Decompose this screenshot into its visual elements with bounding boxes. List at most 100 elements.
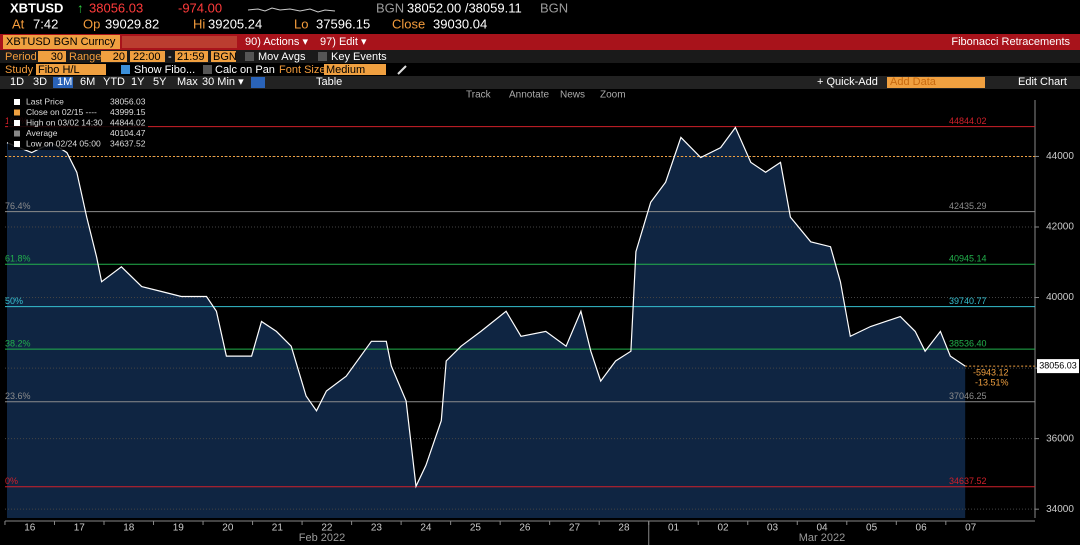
fib-value: 37046.25 xyxy=(949,391,987,401)
range-button[interactable]: 3D xyxy=(33,76,47,88)
last-price-label: 38056.03 xyxy=(1039,360,1077,370)
input[interactable] xyxy=(324,64,386,75)
end[interactable]: 21:59 xyxy=(177,51,205,63)
checkbox[interactable] xyxy=(121,65,130,74)
source: BGN xyxy=(540,0,568,15)
calc-on-pan[interactable]: Calc on Pan xyxy=(215,64,275,76)
x-tick-label: 07 xyxy=(965,523,977,534)
fib-name: 23.6% xyxy=(5,391,31,401)
sparkline xyxy=(247,7,336,13)
label: At xyxy=(12,16,25,31)
start[interactable]: 22:00 xyxy=(133,51,161,63)
range[interactable]: 20 xyxy=(113,51,125,63)
legend-value: 40104.47 xyxy=(110,128,146,138)
security-box[interactable] xyxy=(3,35,120,49)
x-tick-label: 17 xyxy=(74,523,86,534)
last-price-box xyxy=(1037,359,1079,374)
x-tick-label: 23 xyxy=(371,523,383,534)
y-tick-label: 44000 xyxy=(1046,151,1074,162)
obscured xyxy=(122,36,237,48)
legend-name: Last Price xyxy=(26,96,64,106)
checkbox[interactable] xyxy=(203,65,212,74)
key-events[interactable]: Key Events xyxy=(331,51,387,63)
input[interactable] xyxy=(101,51,127,62)
label: Lo xyxy=(294,16,308,31)
input[interactable] xyxy=(130,51,165,62)
tool-button[interactable]: Zoom xyxy=(600,90,626,101)
legend-swatch xyxy=(14,109,20,116)
tool-button[interactable]: Track xyxy=(466,90,492,101)
row xyxy=(0,50,1080,63)
legend-swatch xyxy=(14,99,20,105)
label: Font Size xyxy=(279,64,325,76)
label: Op xyxy=(83,16,100,31)
fib-name: 50% xyxy=(5,296,23,306)
value: 39030.04 xyxy=(433,16,487,31)
actions-menu[interactable]: 90) Actions ▾ xyxy=(245,36,308,48)
input[interactable] xyxy=(38,51,66,62)
fib-name: 61.8% xyxy=(5,254,31,264)
add-data[interactable]: Add Data xyxy=(890,76,937,88)
range-buttons: 1D 3D 1M 6M YTD 1Y 5Y Max xyxy=(10,76,198,88)
legend-swatch xyxy=(14,141,20,147)
range-button[interactable]: 6M xyxy=(80,76,95,88)
range-button[interactable]: 1M xyxy=(57,76,72,88)
x-tick-label: 28 xyxy=(618,523,630,534)
label: Close xyxy=(392,16,425,31)
checkbox[interactable] xyxy=(318,52,327,61)
value: 7:42 xyxy=(33,16,58,31)
x-tick-label: 27 xyxy=(569,523,581,534)
y-tick-label: 34000 xyxy=(1046,504,1074,515)
tool-button[interactable]: News xyxy=(560,90,585,101)
range-button[interactable]: 5Y xyxy=(153,76,167,88)
period[interactable]: 30 xyxy=(51,51,63,63)
legend-name: Average xyxy=(26,128,58,138)
checkbox[interactable] xyxy=(245,52,254,61)
fib-name: 38.2% xyxy=(5,339,31,349)
x-tick-label: 03 xyxy=(767,523,779,534)
arrow: ↑ xyxy=(77,0,84,15)
month-label: Feb 2022 xyxy=(299,532,345,544)
fib-value: 44844.02 xyxy=(949,116,987,126)
tool-button[interactable]: Annotate xyxy=(509,90,549,101)
edit-menu[interactable]: 97) Edit ▾ xyxy=(320,36,367,48)
chart-tools: Track Annotate News Zoom xyxy=(466,90,626,101)
range-button[interactable]: Max xyxy=(177,76,198,88)
source[interactable]: BGN xyxy=(213,51,237,63)
dash: - xyxy=(168,51,172,63)
fib-value: 39740.77 xyxy=(949,296,987,306)
x-tick-label: 20 xyxy=(222,523,234,534)
font-size[interactable]: Medium xyxy=(326,64,365,76)
range-button[interactable]: 1Y xyxy=(131,76,145,88)
label: Hi xyxy=(193,16,205,31)
study[interactable]: Fibo H/L xyxy=(38,64,80,76)
input[interactable] xyxy=(175,51,208,62)
table[interactable]: Table xyxy=(316,76,342,88)
mov-avgs[interactable]: Mov Avgs xyxy=(258,51,306,63)
quick-add[interactable]: + Quick-Add xyxy=(817,76,878,88)
x-tick-label: 25 xyxy=(470,523,482,534)
legend-value: 38056.03 xyxy=(110,96,146,106)
legend-value: 43999.15 xyxy=(110,107,146,117)
input[interactable] xyxy=(887,77,985,88)
fib-value: 42435.29 xyxy=(949,201,987,211)
x-tick-label: 02 xyxy=(717,523,729,534)
security[interactable]: XBTUSD BGN Curncy xyxy=(6,36,116,48)
interval[interactable]: 30 Min ▾ xyxy=(202,76,244,88)
diff-pct: -13.51% xyxy=(975,377,1009,387)
range-button[interactable]: YTD xyxy=(103,76,125,88)
show-fibo[interactable]: Show Fibo... xyxy=(134,64,195,76)
legend-name: High on 03/02 14:30 xyxy=(26,117,103,127)
x-tick-label: 26 xyxy=(519,523,531,534)
value: 39205.24 xyxy=(208,16,262,31)
label: Study xyxy=(5,64,34,76)
input[interactable] xyxy=(36,64,106,75)
icon[interactable] xyxy=(251,77,265,88)
pencil-icon[interactable] xyxy=(397,65,407,75)
input[interactable] xyxy=(211,51,236,62)
x-tick-label: 06 xyxy=(916,523,928,534)
row xyxy=(0,76,1080,89)
edit-chart[interactable]: Edit Chart xyxy=(1018,76,1067,88)
range-button[interactable]: 1D xyxy=(10,76,24,88)
